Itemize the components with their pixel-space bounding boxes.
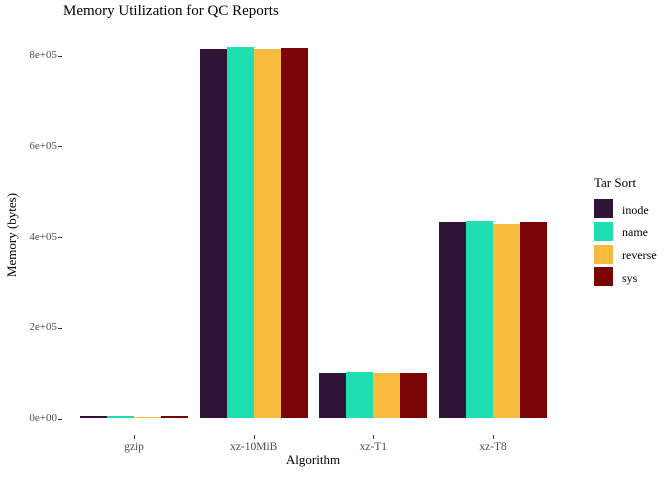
bar-xz-T1-inode [319, 373, 346, 419]
x-axis-title: Algorithm [285, 452, 341, 467]
bar-xz-T8-inode [439, 222, 466, 419]
chart-title: Memory Utilization for QC Reports [63, 3, 279, 19]
y-tick-mark [58, 146, 62, 148]
y-tick-label: 8e+05 [29, 49, 57, 61]
legend-swatch-reverse [594, 244, 613, 264]
x-tick-mark [373, 435, 375, 439]
x-tick-mark [253, 435, 255, 439]
x-tick-label: gzip [124, 441, 144, 453]
x-tick-label: xz-T1 [359, 441, 388, 453]
legend-label-sys: sys [622, 270, 638, 285]
x-tick-label: xz-T8 [479, 441, 507, 453]
y-tick-mark [58, 237, 62, 238]
y-tick-mark [58, 327, 62, 329]
bar-xz-T8-name [466, 221, 493, 419]
bar-gzip-reverse [134, 417, 161, 419]
legend-swatch-inode [594, 199, 613, 218]
bar-gzip-inode [80, 416, 107, 419]
x-tick-label: xz-10MiB [230, 441, 278, 453]
bar-gzip-name [107, 415, 134, 419]
legend-label-name: name [622, 225, 648, 240]
bar-xz-T1-name [346, 372, 373, 419]
y-tick-label: 0e+00 [29, 412, 57, 424]
bar-xz-T8-sys [520, 222, 547, 419]
legend-label-inode: inode [622, 202, 649, 217]
bar-xz-T8-reverse [493, 223, 520, 419]
y-tick-label: 2e+05 [29, 321, 57, 334]
bar-xz-10MiB-sys [281, 47, 308, 419]
bar-xz-T1-reverse [373, 372, 400, 419]
bar-xz-10MiB-inode [200, 48, 227, 419]
x-tick-mark [134, 435, 135, 439]
legend-swatch-sys [594, 267, 613, 287]
bar-xz-T1-sys [400, 373, 427, 419]
bar-xz-10MiB-name [227, 46, 254, 419]
legend-swatch-name [594, 221, 613, 241]
legend-title: Tar Sort [594, 175, 637, 190]
y-tick-mark [58, 55, 62, 57]
y-tick-label: 4e+05 [29, 230, 57, 243]
bar-gzip-sys [161, 416, 188, 419]
legend-label-reverse: reverse [622, 248, 657, 263]
y-tick-label: 6e+05 [29, 139, 57, 152]
x-tick-mark [493, 435, 494, 439]
y-tick-mark [58, 418, 62, 420]
bar-xz-10MiB-reverse [254, 49, 281, 419]
